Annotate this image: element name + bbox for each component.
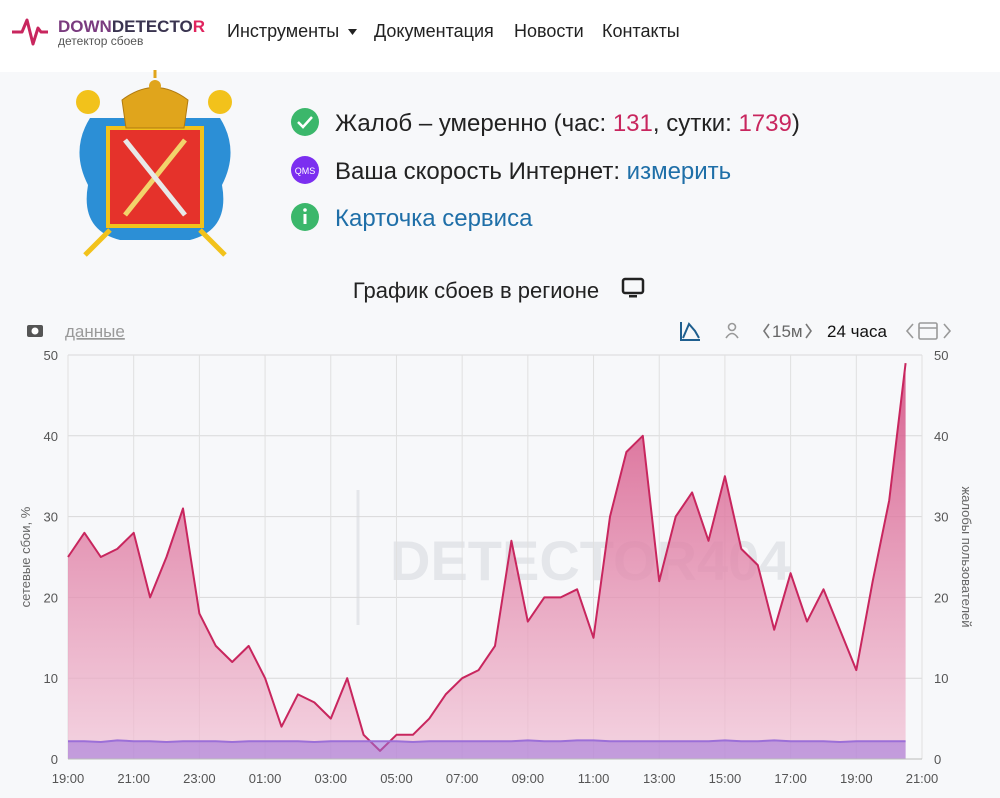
y2-tick-label: 10: [934, 671, 948, 686]
y2-tick-label: 0: [934, 752, 941, 767]
x-tick-label: 03:00: [314, 771, 347, 786]
next-interval[interactable]: [805, 323, 812, 339]
x-tick-label: 07:00: [446, 771, 479, 786]
monitor-icon[interactable]: [621, 277, 645, 298]
coat-of-arms: [76, 70, 232, 257]
area-chart-icon[interactable]: [680, 322, 700, 341]
nav-item[interactable]: Контакты: [602, 21, 680, 41]
y2-tick-label: 50: [934, 348, 948, 363]
card-link[interactable]: Карточка сервиса: [335, 205, 533, 232]
plot: 0 10 20 30 40 50 0 10 20 30 40 50 19:00 21:00 23:00 01:…: [44, 348, 949, 786]
qms-text: QMS: [295, 166, 316, 176]
x-tick-label: 01:00: [249, 771, 282, 786]
header-bar: [0, 0, 1000, 72]
speed-line: Ваша скорость Интернет: измерить: [335, 158, 731, 185]
nav-item[interactable]: Новости: [514, 21, 584, 41]
y-tick-label: 30: [44, 510, 58, 525]
speed-text: Ваша скорость Интернет:: [335, 158, 627, 185]
complaints-day: 1739: [738, 110, 791, 137]
data-link[interactable]: данные: [65, 322, 125, 341]
series-line: [68, 739, 906, 743]
x-tick-label: 13:00: [643, 771, 676, 786]
y-tick-label: 50: [44, 348, 58, 363]
complaints-hour: 131: [613, 110, 653, 137]
qms-badge: [291, 156, 319, 184]
complaints-text: Жалоб – умеренно (час:: [335, 110, 613, 137]
y-tick-label: 40: [44, 429, 58, 444]
x-tick-label: 21:00: [117, 771, 150, 786]
logo-part[interactable]: DOWN: [58, 17, 112, 36]
logo-part[interactable]: R: [193, 17, 205, 36]
x-tick-label: 09:00: [512, 771, 545, 786]
x-tick-label: 05:00: [380, 771, 413, 786]
complaints-line: Жалоб – умеренно (час: 131, сутки: 1739): [335, 110, 800, 137]
nav-item[interactable]: Документация: [374, 21, 494, 41]
period-label[interactable]: 24 часа: [827, 322, 887, 341]
speed-link[interactable]: измерить: [627, 158, 732, 185]
dropdown-arrow[interactable]: [348, 29, 357, 35]
info-glyph: [303, 214, 307, 224]
logo[interactable]: DOWNDETECTOR: [58, 17, 205, 36]
x-tick-label: 19:00: [52, 771, 85, 786]
complaints-text: ): [792, 110, 800, 137]
check-icon: [291, 108, 319, 136]
y2-tick-label: 20: [934, 590, 948, 605]
next-day[interactable]: [943, 323, 952, 339]
x-tick-label: 11:00: [578, 771, 610, 786]
check-mark: [297, 116, 313, 129]
complaints-text: , сутки:: [653, 110, 739, 137]
area-fill: [68, 363, 906, 759]
x-tick-label: 19:00: [840, 771, 873, 786]
prev-day[interactable]: [905, 323, 914, 339]
logo-icon[interactable]: [12, 18, 48, 46]
info-glyph: [303, 208, 307, 212]
x-tick-label: 21:00: [906, 771, 939, 786]
interval-label[interactable]: 15м: [772, 322, 803, 341]
series-line: [67, 362, 907, 752]
logo-part[interactable]: DETECTO: [112, 17, 193, 36]
camera-icon[interactable]: [27, 325, 43, 337]
y2-tick-label: 30: [934, 510, 948, 525]
x-tick-label: 17:00: [774, 771, 807, 786]
calendar-icon[interactable]: [918, 322, 938, 340]
person-icon[interactable]: [725, 322, 739, 339]
y-tick-label: 20: [44, 590, 58, 605]
y2-axis-label: жалобы пользователей: [959, 486, 974, 627]
logo-subtitle: детектор сбоев: [58, 34, 143, 48]
y2-tick-label: 40: [934, 429, 948, 444]
area-fill: [68, 740, 906, 759]
y-axis-label: сетевые сбои, %: [18, 506, 33, 607]
y-tick-label: 10: [44, 671, 58, 686]
prev-interval[interactable]: [763, 323, 770, 339]
y-tick-label: 0: [51, 752, 58, 767]
nav-item[interactable]: Инструменты: [227, 21, 339, 41]
x-tick-label: 15:00: [709, 771, 742, 786]
chart-title: График сбоев в регионе: [353, 278, 599, 303]
x-tick-label: 23:00: [183, 771, 216, 786]
